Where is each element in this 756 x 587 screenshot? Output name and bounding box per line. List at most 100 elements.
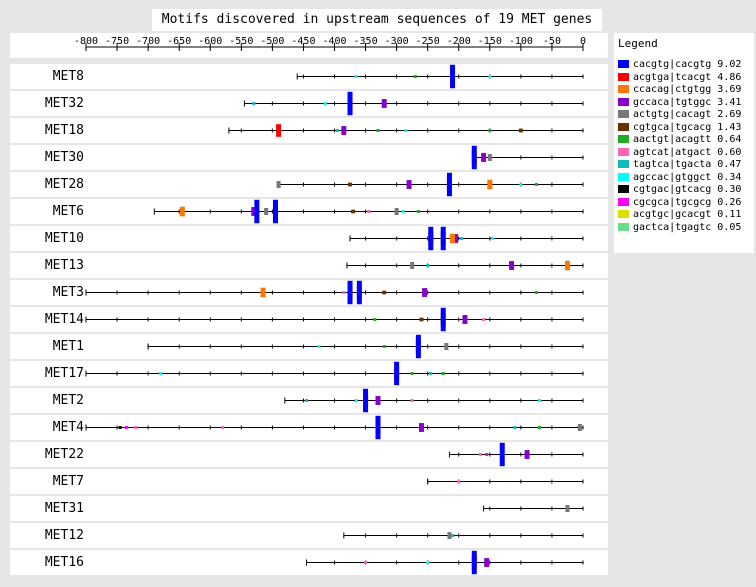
motif-site (457, 480, 461, 483)
motif-site (375, 415, 381, 440)
gene-label: MET3 (52, 285, 84, 300)
legend-motif-score: 1.43 (711, 121, 742, 133)
legend-entry: gactca|tgagtc 0.05 (618, 222, 741, 234)
motif-site (487, 179, 493, 190)
motif-site (276, 124, 282, 137)
gene-label: MET12 (44, 528, 84, 543)
motif-site (422, 288, 428, 297)
legend-motif-score: 0.05 (711, 221, 742, 233)
motif-site (446, 172, 452, 197)
motif-site (410, 372, 414, 375)
motif-site (252, 102, 256, 105)
legend-swatch (618, 85, 629, 93)
gene-label: MET13 (44, 258, 84, 273)
gene-row-met4: MET4 (10, 415, 608, 440)
gene-label: MET16 (44, 555, 84, 570)
gene-row-met18: MET18 (10, 118, 608, 143)
gene-row-met3: MET3 (10, 280, 608, 305)
legend-motif-label: gactca|tgagtc (633, 221, 712, 233)
legend-swatch (618, 210, 629, 218)
gene-track (243, 91, 584, 116)
motif-site (251, 207, 257, 216)
gene-track (349, 226, 584, 251)
gene-track (471, 145, 584, 170)
motif-site (453, 234, 459, 243)
legend-title: Legend (618, 37, 658, 50)
gene-row-met32: MET32 (10, 91, 608, 116)
motif-site (524, 450, 530, 459)
gene-track (85, 307, 584, 332)
legend-entry: acgtgc|gcacgt 0.11 (618, 209, 741, 221)
legend-motif-score: 0.26 (711, 196, 742, 208)
motif-site (534, 291, 538, 294)
x-axis: -800 -750 -700 -650 -600 -550 -500 -450 -400 -350… (74, 36, 586, 51)
legend-motif-score: 0.47 (711, 159, 742, 170)
legend-swatch (618, 72, 629, 81)
motif-site (441, 372, 445, 375)
x-tick-label: -650 (167, 36, 191, 47)
motif-site (264, 208, 269, 215)
legend-motif-label: acgtga|tcacgt (633, 71, 712, 83)
legend-entry: ccacag|ctgtgg 3.69 (618, 84, 741, 96)
legend-entry: gccaca|tgtggc 3.41 (618, 97, 741, 109)
legend-motif-label: gccaca|tgtggc (633, 96, 712, 108)
x-axis-panel: -800 -750 -700 -650 -600 -550 -500 -450 -400 -350… (10, 33, 608, 58)
motif-site (534, 183, 538, 186)
legend-motif-label: ccacag|ctgtgg (633, 84, 712, 95)
motif-site (499, 442, 505, 467)
gene-track (85, 280, 584, 305)
motif-site (471, 550, 477, 575)
motif-site (440, 307, 446, 332)
x-tick-label: -750 (105, 36, 129, 47)
motif-site (564, 260, 570, 271)
motif-site (538, 426, 542, 429)
gene-track (276, 172, 584, 197)
motif-site (482, 318, 486, 321)
x-tick-label: -800 (74, 36, 98, 47)
gene-track (284, 388, 584, 413)
legend-swatch (618, 135, 629, 143)
motif-site (491, 237, 495, 240)
x-tick-label: -350 (354, 36, 378, 47)
motif-site (364, 561, 368, 564)
legend-motif-label: acgtgc|gcacgt (633, 209, 712, 220)
legend-motif-label: agtcat|atgact (633, 146, 712, 158)
motif-site (429, 372, 433, 375)
legend-swatch (618, 160, 629, 168)
gene-row-met8: MET8 (10, 64, 608, 89)
legend-swatch (618, 60, 629, 68)
motif-site (363, 388, 369, 413)
legend-swatch (618, 197, 629, 206)
motif-site (406, 180, 412, 189)
gene-track (296, 64, 584, 89)
gene-label: MET32 (44, 96, 84, 111)
gene-row-met1: MET1 (10, 334, 608, 359)
motif-site (342, 291, 346, 294)
legend-swatch (618, 97, 629, 106)
motif-site (462, 315, 468, 324)
gene-track (147, 334, 584, 359)
motif-site (451, 534, 455, 537)
gene-label: MET14 (44, 312, 84, 327)
motif-site (418, 423, 424, 432)
legend-swatch (618, 185, 629, 193)
motif-site (565, 505, 570, 512)
motif-site (481, 153, 487, 162)
x-tick-label: -600 (198, 36, 222, 47)
legend-motif-score: 3.69 (711, 84, 742, 95)
motif-site (401, 210, 405, 213)
x-tick-label: -250 (416, 36, 440, 47)
motif-site (341, 126, 347, 135)
gene-label: MET30 (44, 150, 84, 165)
motif-site (347, 91, 353, 116)
legend-entry: agtcat|atgact 0.60 (618, 147, 741, 159)
motif-site (118, 426, 122, 429)
legend: Legend cacgtg|cacgtg 9.02 acgtga|tcacgt 4… (614, 33, 754, 253)
gene-track (448, 442, 584, 467)
gene-row-met16: MET16 (10, 550, 608, 575)
motif-site (305, 399, 309, 402)
motif-site (404, 129, 408, 132)
legend-swatch (618, 147, 629, 156)
motif-site (381, 99, 387, 108)
x-tick-label: -100 (509, 36, 533, 47)
